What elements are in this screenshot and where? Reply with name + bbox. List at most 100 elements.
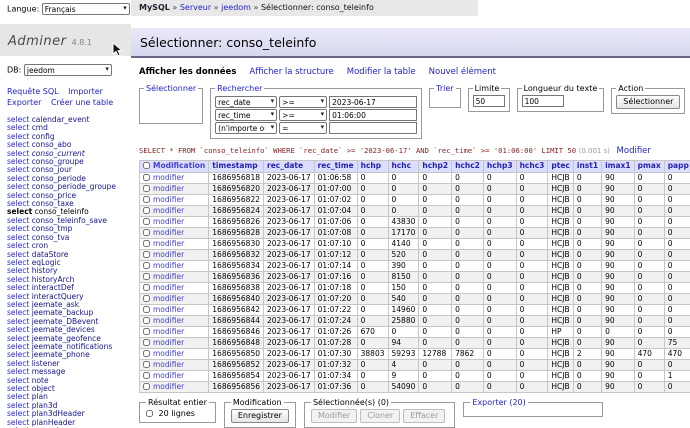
edit-row-link[interactable]: modifier (153, 195, 184, 204)
row-checkbox[interactable] (143, 196, 150, 203)
edit-row-link[interactable]: modifier (153, 305, 184, 314)
row-actions-cell: modifier (140, 250, 209, 261)
column-sort-link[interactable]: ptec (551, 161, 570, 170)
column-sort-link[interactable]: inst1 (577, 161, 598, 170)
edit-row-link[interactable]: modifier (153, 327, 184, 336)
row-checkbox[interactable] (143, 174, 150, 181)
select-legend-link[interactable]: Sélectionner (146, 84, 196, 93)
row-checkbox[interactable] (143, 251, 150, 258)
edit-row-link[interactable]: modifier (153, 206, 184, 215)
query-edit-link[interactable]: Modifier (617, 146, 651, 156)
effacer-selected-button[interactable]: Effacer (403, 409, 445, 423)
edit-row-link[interactable]: modifier (153, 228, 184, 237)
save-button[interactable]: Enregistrer (231, 409, 289, 423)
modifier-selected-button[interactable]: Modifier (311, 409, 357, 423)
language-select[interactable]: Français (42, 3, 130, 15)
sort-legend-link[interactable]: Trier (436, 84, 453, 93)
row-checkbox[interactable] (143, 273, 150, 280)
search-value-input[interactable] (329, 109, 417, 121)
cell: 0 (452, 239, 484, 250)
search-column-select[interactable]: (n'importe où) (215, 122, 277, 134)
search-operator-select[interactable]: = (279, 122, 327, 134)
column-sort-link[interactable]: rec_time (318, 161, 354, 170)
search-operator-select[interactable]: >= (279, 96, 327, 108)
select-all-checkbox[interactable] (143, 162, 150, 169)
limit-input[interactable] (473, 95, 505, 107)
column-sort-link[interactable]: pmax (638, 161, 661, 170)
row-checkbox[interactable] (143, 218, 150, 225)
edit-row-link[interactable]: modifier (153, 283, 184, 292)
export-legend-link[interactable]: Exporter (20) (472, 398, 525, 407)
column-sort-link[interactable]: timestamp (212, 161, 257, 170)
tab-afficher-les-donn-es[interactable]: Afficher les données (139, 67, 236, 77)
column-sort-link[interactable]: imax1 (605, 161, 631, 170)
row-actions-cell: modifier (140, 195, 209, 206)
db-select[interactable]: jeedom (24, 64, 112, 76)
search-column-select[interactable]: rec_time (215, 109, 277, 121)
column-sort-link[interactable]: hchc2 (455, 161, 480, 170)
search-column-select[interactable]: rec_date (215, 96, 277, 108)
edit-row-link[interactable]: modifier (153, 371, 184, 380)
row-checkbox[interactable] (143, 306, 150, 313)
column-sort-link[interactable]: hchc (392, 161, 412, 170)
row-checkbox[interactable] (143, 328, 150, 335)
search-value-input[interactable] (329, 122, 417, 134)
modification-header-link[interactable]: Modification (153, 161, 205, 170)
sidebar-link-importer[interactable]: Importer (68, 87, 103, 96)
row-checkbox[interactable] (143, 262, 150, 269)
column-sort-link[interactable]: papp (668, 161, 689, 170)
edit-row-link[interactable]: modifier (153, 316, 184, 325)
search-value-input[interactable] (329, 96, 417, 108)
cell: 2023-06-17 (264, 206, 315, 217)
cell: 0 (634, 173, 664, 184)
row-checkbox[interactable] (143, 185, 150, 192)
column-sort-link[interactable]: hchp (361, 161, 382, 170)
row-checkbox[interactable] (143, 229, 150, 236)
row-checkbox[interactable] (143, 361, 150, 368)
sidebar-link-requ-te-sql[interactable]: Requête SQL (7, 87, 59, 96)
sidebar-link-cr-er-une-table[interactable]: Créer une table (51, 98, 113, 107)
edit-row-link[interactable]: modifier (153, 294, 184, 303)
cell: 0 (452, 173, 484, 184)
sidebar-link-exporter[interactable]: Exporter (7, 98, 41, 107)
edit-row-link[interactable]: modifier (153, 239, 184, 248)
edit-row-link[interactable]: modifier (153, 217, 184, 226)
search-legend-link[interactable]: Rechercher (217, 84, 262, 93)
column-sort-link[interactable]: hchp2 (422, 161, 448, 170)
edit-row-link[interactable]: modifier (153, 360, 184, 369)
edit-row-link[interactable]: modifier (153, 250, 184, 259)
breadcrumb-link-mysql[interactable]: MySQL (139, 3, 170, 12)
row-checkbox[interactable] (143, 383, 150, 390)
whole-result-checkbox[interactable] (146, 410, 153, 417)
tab-afficher-la-structure[interactable]: Afficher la structure (249, 67, 333, 77)
edit-row-link[interactable]: modifier (153, 272, 184, 281)
edit-row-link[interactable]: modifier (153, 382, 184, 391)
cell: 0 (664, 261, 690, 272)
tab-nouvel-l-ment[interactable]: Nouvel élément (429, 67, 496, 77)
breadcrumb-link-serveur[interactable]: Serveur (180, 3, 211, 12)
row-checkbox[interactable] (143, 372, 150, 379)
column-sort-link[interactable]: rec_date (267, 161, 303, 170)
edit-row-link[interactable]: modifier (153, 338, 184, 347)
row-checkbox[interactable] (143, 339, 150, 346)
text-length-input[interactable] (522, 95, 564, 107)
cloner-selected-button[interactable]: Cloner (360, 409, 400, 423)
select-button[interactable]: Sélectionner (616, 95, 680, 109)
search-operator-select[interactable]: >= (279, 109, 327, 121)
edit-row-link[interactable]: modifier (153, 349, 184, 358)
cell: 1 (664, 371, 690, 382)
row-checkbox[interactable] (143, 284, 150, 291)
column-sort-link[interactable]: hchc3 (520, 161, 545, 170)
row-checkbox[interactable] (143, 240, 150, 247)
row-checkbox[interactable] (143, 207, 150, 214)
edit-row-link[interactable]: modifier (153, 173, 184, 182)
cell: 1686956836 (209, 272, 264, 283)
edit-row-link[interactable]: modifier (153, 261, 184, 270)
tab-modifier-la-table[interactable]: Modifier la table (347, 67, 416, 77)
edit-row-link[interactable]: modifier (153, 184, 184, 193)
column-sort-link[interactable]: hchp3 (487, 161, 513, 170)
row-checkbox[interactable] (143, 317, 150, 324)
breadcrumb-link-jeedom[interactable]: jeedom (221, 3, 251, 12)
row-checkbox[interactable] (143, 350, 150, 357)
row-checkbox[interactable] (143, 295, 150, 302)
